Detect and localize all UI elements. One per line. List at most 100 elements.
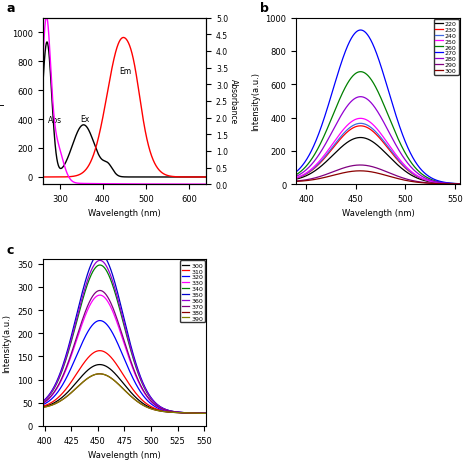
370 bbox=[152, 402, 158, 408]
Line: 380: 380 bbox=[43, 374, 206, 413]
340 bbox=[203, 411, 209, 416]
Line: 220: 220 bbox=[296, 138, 460, 184]
270 bbox=[310, 145, 316, 151]
290 bbox=[406, 177, 411, 183]
370 bbox=[203, 411, 209, 416]
270 bbox=[457, 181, 463, 187]
370 bbox=[112, 310, 118, 316]
260 bbox=[424, 175, 430, 181]
Y-axis label: Absorbance: Absorbance bbox=[229, 79, 238, 124]
260 bbox=[457, 181, 463, 187]
300 bbox=[106, 365, 112, 371]
320 bbox=[203, 411, 209, 416]
360 bbox=[203, 411, 209, 416]
X-axis label: Wavelength (nm): Wavelength (nm) bbox=[88, 450, 161, 459]
300 bbox=[152, 407, 158, 412]
280 bbox=[406, 162, 411, 168]
310 bbox=[97, 348, 103, 354]
360 bbox=[171, 409, 176, 414]
250 bbox=[358, 116, 364, 122]
310 bbox=[171, 410, 176, 415]
320 bbox=[171, 409, 176, 415]
360 bbox=[40, 399, 46, 405]
Line: 250: 250 bbox=[296, 119, 460, 184]
220 bbox=[421, 178, 427, 184]
310 bbox=[152, 406, 158, 412]
320 bbox=[112, 335, 118, 340]
380 bbox=[171, 410, 176, 415]
300 bbox=[457, 182, 463, 188]
290 bbox=[421, 180, 427, 186]
340 bbox=[40, 400, 46, 405]
220 bbox=[357, 135, 363, 141]
240 bbox=[365, 124, 371, 129]
370 bbox=[106, 297, 112, 302]
350 bbox=[40, 399, 46, 404]
370 bbox=[97, 288, 103, 294]
250 bbox=[365, 119, 371, 125]
350 bbox=[203, 411, 209, 416]
280 bbox=[310, 161, 316, 166]
320 bbox=[167, 409, 173, 414]
380 bbox=[167, 409, 173, 415]
250 bbox=[421, 177, 427, 182]
240 bbox=[358, 121, 364, 127]
270 bbox=[424, 173, 430, 178]
Text: Abs: Abs bbox=[48, 116, 62, 125]
270 bbox=[421, 170, 427, 176]
280 bbox=[358, 94, 364, 100]
370 bbox=[167, 409, 173, 414]
250 bbox=[360, 117, 365, 122]
250 bbox=[293, 175, 299, 181]
390 bbox=[203, 411, 209, 416]
380 bbox=[106, 374, 112, 380]
300 bbox=[171, 410, 176, 415]
340 bbox=[97, 263, 103, 268]
250 bbox=[310, 166, 316, 171]
390 bbox=[167, 409, 173, 415]
240 bbox=[310, 167, 316, 172]
230 bbox=[358, 124, 364, 129]
Line: 300: 300 bbox=[43, 365, 206, 413]
300 bbox=[360, 169, 365, 174]
270 bbox=[358, 28, 364, 34]
230 bbox=[421, 177, 427, 183]
300 bbox=[112, 371, 118, 376]
340 bbox=[171, 409, 176, 414]
Line: 310: 310 bbox=[43, 351, 206, 413]
310 bbox=[56, 394, 62, 400]
390 bbox=[56, 399, 62, 405]
300 bbox=[40, 404, 46, 410]
310 bbox=[112, 359, 118, 365]
240 bbox=[421, 177, 427, 183]
Text: b: b bbox=[260, 2, 269, 15]
Line: 320: 320 bbox=[43, 321, 206, 413]
Legend: 220, 230, 240, 250, 260, 270, 280, 290, 300: 220, 230, 240, 250, 260, 270, 280, 290, … bbox=[434, 20, 458, 76]
380 bbox=[97, 371, 102, 377]
300 bbox=[357, 169, 363, 174]
350 bbox=[106, 263, 112, 268]
Line: 230: 230 bbox=[296, 126, 460, 184]
320 bbox=[106, 325, 112, 330]
390 bbox=[152, 407, 158, 413]
Line: 260: 260 bbox=[296, 73, 460, 184]
360 bbox=[112, 286, 118, 291]
300 bbox=[167, 409, 173, 415]
240 bbox=[360, 121, 365, 127]
230 bbox=[293, 176, 299, 181]
Y-axis label: Intensity(a.u.): Intensity(a.u.) bbox=[2, 313, 11, 372]
330 bbox=[97, 293, 103, 298]
320 bbox=[97, 318, 103, 324]
220 bbox=[457, 181, 463, 187]
360 bbox=[167, 408, 173, 414]
Y-axis label: F: F bbox=[0, 99, 6, 105]
Legend: 300, 310, 320, 330, 340, 350, 360, 370, 380, 390: 300, 310, 320, 330, 340, 350, 360, 370, … bbox=[180, 261, 205, 323]
230 bbox=[365, 126, 371, 131]
250 bbox=[457, 181, 463, 187]
270 bbox=[360, 29, 365, 34]
360 bbox=[106, 269, 112, 275]
390 bbox=[40, 405, 46, 410]
270 bbox=[365, 34, 371, 40]
330 bbox=[203, 411, 209, 416]
300 bbox=[97, 362, 102, 368]
